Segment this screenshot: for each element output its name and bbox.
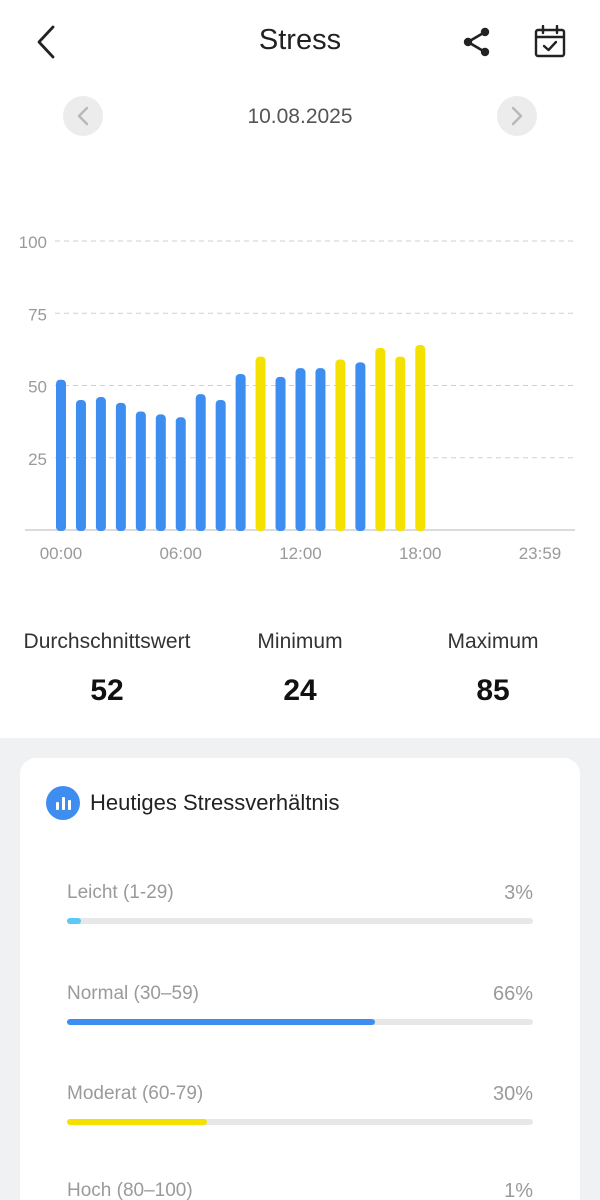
x-tick-label: 18:00	[399, 544, 442, 563]
stress-bar	[415, 345, 426, 531]
stress-bar	[315, 368, 326, 531]
ratio-label: Normal (30–59)	[67, 983, 199, 1004]
ratio-percent: 1%	[504, 1180, 533, 1200]
stress-bar	[255, 356, 266, 531]
stress-bar	[115, 402, 126, 531]
stress-bar	[295, 368, 306, 531]
ratio-fill	[67, 1119, 207, 1125]
stress-bar	[95, 397, 106, 531]
stress-bar	[155, 414, 166, 531]
stress-bar	[375, 347, 386, 531]
y-tick-label: 100	[19, 233, 47, 252]
ratio-percent: 30%	[492, 1083, 533, 1105]
ratio-track	[67, 1119, 533, 1125]
stress-bar	[75, 399, 86, 531]
stress-ratio-card: Heutiges Stressverhältnis Leicht (1-29) …	[20, 758, 580, 1200]
maximum-value: 85	[476, 674, 510, 707]
maximum-stat: Maximum 85	[400, 630, 586, 708]
stress-bar	[135, 411, 146, 531]
stress-bar	[195, 394, 206, 531]
page-title: Stress	[258, 24, 342, 56]
ratio-label: Leicht (1-29)	[67, 882, 174, 903]
previous-day-button[interactable]	[63, 96, 103, 136]
y-tick-label: 75	[28, 305, 47, 324]
stress-bar	[175, 417, 186, 531]
average-stat: Durchschnittswert 52	[0, 630, 214, 708]
x-tick-label: 06:00	[159, 544, 202, 563]
share-icon	[463, 27, 490, 57]
top-app-bar: Stress	[0, 0, 600, 86]
y-tick-label: 50	[28, 378, 47, 397]
ratio-label: Moderat (60-79)	[67, 1083, 204, 1104]
card-header: Heutiges Stressverhältnis	[46, 786, 339, 820]
current-date: 10.08.2025	[247, 105, 353, 128]
share-button[interactable]	[458, 22, 496, 62]
minimum-value: 24	[283, 674, 317, 707]
maximum-label: Maximum	[447, 630, 539, 653]
chevron-left-icon	[77, 106, 89, 126]
ratio-track	[67, 918, 533, 924]
average-value: 52	[90, 674, 124, 707]
x-tick-label: 12:00	[279, 544, 322, 563]
x-tick-label: 00:00	[40, 544, 83, 563]
card-title: Heutiges Stressverhältnis	[90, 790, 340, 815]
ratio-track	[67, 1019, 533, 1025]
next-day-button[interactable]	[497, 96, 537, 136]
x-tick-label: 23:59	[519, 544, 562, 563]
minimum-label: Minimum	[257, 630, 343, 653]
stress-bar	[235, 373, 246, 531]
ratio-fill	[67, 918, 81, 924]
stress-bar	[355, 362, 366, 531]
y-tick-label: 25	[28, 450, 47, 469]
back-button[interactable]	[28, 22, 64, 62]
stress-bar	[56, 379, 66, 531]
bar-chart-icon	[46, 786, 80, 820]
ratio-percent: 3%	[504, 882, 533, 904]
ratio-percent: 66%	[492, 983, 533, 1005]
date-navigator: 10.08.2025	[0, 96, 600, 138]
minimum-stat: Minimum 24	[214, 630, 386, 708]
chevron-right-icon	[511, 106, 523, 126]
stress-summary: Durchschnittswert 52 Minimum 24 Maximum …	[0, 630, 600, 730]
calendar-button[interactable]	[530, 22, 570, 62]
chevron-left-icon	[37, 25, 55, 59]
average-label: Durchschnittswert	[23, 630, 191, 653]
ratio-label: Hoch (80–100)	[67, 1180, 193, 1200]
stress-bar	[215, 399, 226, 531]
stress-bar-chart: 25 50 75 100 00:00 06:00 12:00 18:00 23:59	[19, 233, 575, 563]
stress-bar	[335, 359, 346, 531]
stress-bar	[395, 356, 406, 531]
calendar-check-icon	[534, 25, 566, 58]
ratio-fill	[67, 1019, 375, 1025]
stress-bar	[275, 376, 286, 531]
